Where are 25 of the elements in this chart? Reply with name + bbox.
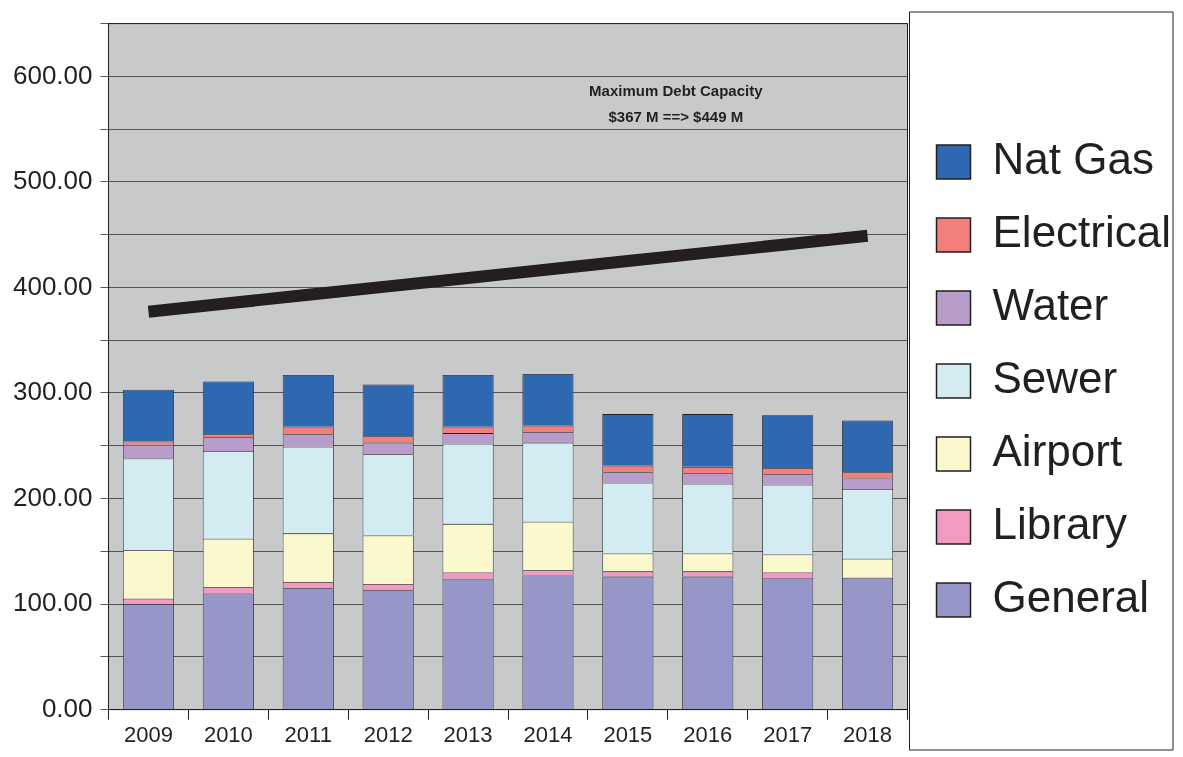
legend-label: Sewer — [992, 353, 1118, 403]
y-tick-label: 400.00 — [12, 270, 93, 301]
y-tick-label: 100.00 — [12, 587, 93, 618]
x-tick-label: 2010 — [203, 721, 253, 747]
legend-label: Library — [992, 499, 1128, 549]
y-tick-label: 500.00 — [12, 165, 93, 196]
x-tick-label: 2016 — [683, 721, 733, 747]
legend-label: Airport — [992, 426, 1123, 476]
x-tick-label: 2011 — [284, 721, 332, 747]
x-tick-label: 2015 — [603, 721, 653, 747]
y-tick-label: 200.00 — [12, 481, 93, 512]
legend-label: Electrical — [992, 207, 1172, 257]
legend-label: Water — [992, 280, 1109, 330]
y-tick-label: 600.00 — [12, 59, 93, 90]
x-tick-label: 2012 — [363, 721, 413, 747]
x-tick-label: 2014 — [523, 721, 573, 747]
y-tick-label: 0.00 — [41, 692, 93, 723]
legend-label: General — [992, 572, 1150, 622]
x-tick-label: 2013 — [443, 721, 493, 747]
y-tick-label: 300.00 — [12, 376, 93, 407]
legend-label: Nat Gas — [992, 134, 1154, 184]
annotation: Maximum Debt Capacity $367 M ==> $449 M — [589, 81, 764, 125]
x-tick-label: 2017 — [763, 721, 813, 747]
x-tick-label: 2009 — [124, 721, 173, 747]
x-tick-label: 2018 — [843, 721, 893, 747]
